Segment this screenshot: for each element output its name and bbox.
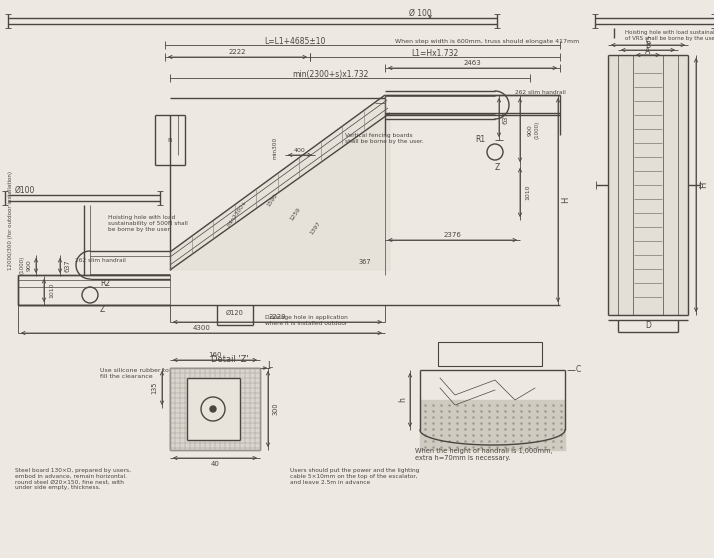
Text: When the height of handrail is 1,000mm,
extra h=70mm is necessary.: When the height of handrail is 1,000mm, … bbox=[415, 448, 553, 461]
Text: h: h bbox=[398, 397, 408, 402]
Text: 1590: 1590 bbox=[266, 193, 278, 208]
FancyBboxPatch shape bbox=[438, 342, 542, 366]
Text: 135: 135 bbox=[151, 382, 157, 395]
Text: (1000): (1000) bbox=[19, 256, 24, 274]
Text: 400: 400 bbox=[294, 147, 306, 152]
Text: Ø120: Ø120 bbox=[226, 310, 244, 316]
Text: n: n bbox=[168, 137, 172, 143]
Text: Ø 100: Ø 100 bbox=[408, 8, 431, 17]
Text: H: H bbox=[700, 182, 708, 188]
Text: 300: 300 bbox=[273, 403, 279, 415]
Text: C: C bbox=[645, 36, 650, 46]
Text: 637: 637 bbox=[502, 111, 508, 124]
Text: 2222: 2222 bbox=[228, 49, 246, 55]
Text: 262 slim handrail: 262 slim handrail bbox=[515, 89, 566, 94]
Text: 2463: 2463 bbox=[463, 60, 481, 66]
Text: B: B bbox=[645, 41, 650, 51]
Text: "T"
Transport size: "T" Transport size bbox=[466, 348, 514, 360]
Text: 2229: 2229 bbox=[268, 314, 286, 320]
Text: L=L1+4685±10: L=L1+4685±10 bbox=[264, 36, 326, 46]
Text: Steel board 130×D, prepared by users,
embod in advance, remain horizontal.
round: Steel board 130×D, prepared by users, em… bbox=[15, 468, 131, 490]
Text: 900: 900 bbox=[26, 259, 31, 271]
Text: 2376: 2376 bbox=[443, 232, 461, 238]
Text: R2: R2 bbox=[100, 278, 110, 287]
Text: 262 slim handrail: 262 slim handrail bbox=[74, 257, 126, 262]
Text: Detail 'Z': Detail 'Z' bbox=[211, 355, 249, 364]
Text: (1000): (1000) bbox=[535, 121, 540, 139]
Text: C: C bbox=[575, 365, 580, 374]
Text: 1010: 1010 bbox=[49, 282, 54, 298]
Circle shape bbox=[210, 406, 216, 412]
Text: min2300+: min2300+ bbox=[226, 199, 248, 227]
Text: 160: 160 bbox=[208, 352, 222, 358]
Bar bbox=[187, 378, 240, 440]
Text: 40: 40 bbox=[211, 461, 219, 467]
Text: R1: R1 bbox=[475, 136, 485, 145]
Text: min(2300+s)x1.732: min(2300+s)x1.732 bbox=[292, 70, 368, 79]
Text: L1=Hx1.732: L1=Hx1.732 bbox=[411, 49, 458, 57]
Text: L: L bbox=[268, 360, 273, 369]
Text: Z: Z bbox=[99, 305, 105, 315]
Bar bbox=[609, 56, 687, 314]
Text: Ø100: Ø100 bbox=[15, 185, 35, 195]
Text: D: D bbox=[645, 320, 651, 330]
Text: 637: 637 bbox=[65, 259, 71, 272]
Text: A: A bbox=[645, 46, 650, 55]
Text: Use silicone rubber to
fill the clearance: Use silicone rubber to fill the clearanc… bbox=[100, 368, 169, 379]
Text: Z: Z bbox=[494, 162, 500, 171]
Text: 900: 900 bbox=[528, 124, 533, 136]
Polygon shape bbox=[170, 95, 390, 270]
Text: 1259: 1259 bbox=[288, 206, 301, 222]
Text: min300: min300 bbox=[273, 137, 278, 159]
Text: 367: 367 bbox=[358, 259, 371, 265]
Text: Hoisting hole with load
sustainability of 500N shall
be borne by the user.: Hoisting hole with load sustainability o… bbox=[108, 215, 188, 232]
Text: 1397: 1397 bbox=[308, 220, 321, 235]
Text: When step width is 600mm, truss should elongate 417mm: When step width is 600mm, truss should e… bbox=[395, 39, 579, 44]
Bar bbox=[420, 400, 565, 450]
Bar bbox=[170, 368, 260, 450]
Text: H: H bbox=[561, 197, 570, 203]
Text: Users should put the power and the lighting
cable 5×10mm on the top of the escal: Users should put the power and the light… bbox=[290, 468, 419, 484]
Text: 1010: 1010 bbox=[526, 184, 531, 200]
Text: Hoisting hole with load sustainability
of VRS shall be borne by the user.: Hoisting hole with load sustainability o… bbox=[625, 30, 714, 41]
Text: 4300: 4300 bbox=[193, 325, 211, 331]
Text: Vertical fencing boards
shall be borne by the user.: Vertical fencing boards shall be borne b… bbox=[345, 133, 423, 144]
Text: Drainage hole in application
where it is installed outdoor: Drainage hole in application where it is… bbox=[265, 315, 348, 326]
Text: 12000/300 (for outdoor installation): 12000/300 (for outdoor installation) bbox=[9, 171, 14, 270]
